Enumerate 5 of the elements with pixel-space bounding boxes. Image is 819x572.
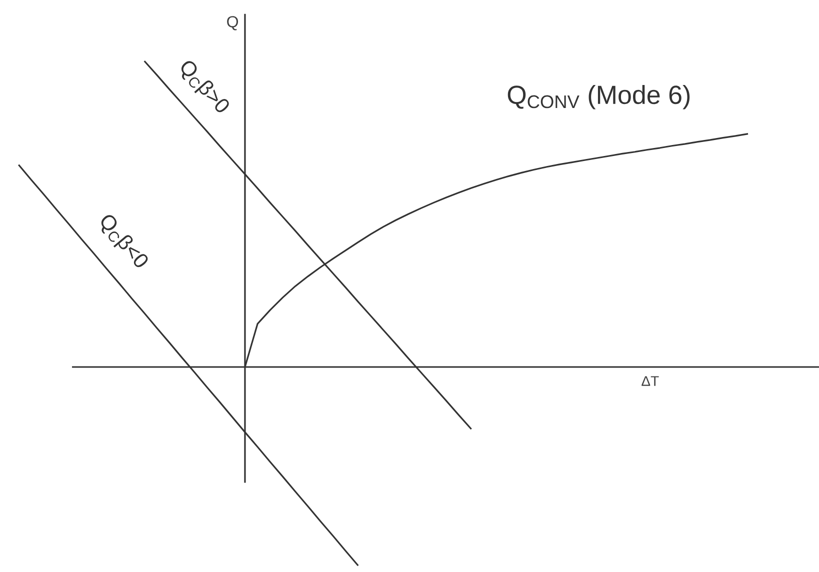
text: Q$_{C}$β>0 xyxy=(181,61,229,112)
x-axis-title: ΔT xyxy=(642,376,659,386)
text: Q$_{C}$β<0 xyxy=(101,215,148,268)
series-label: Q$_{CONV}$ (Mode 6) xyxy=(508,84,690,110)
y-axis-title: Q xyxy=(227,16,238,30)
